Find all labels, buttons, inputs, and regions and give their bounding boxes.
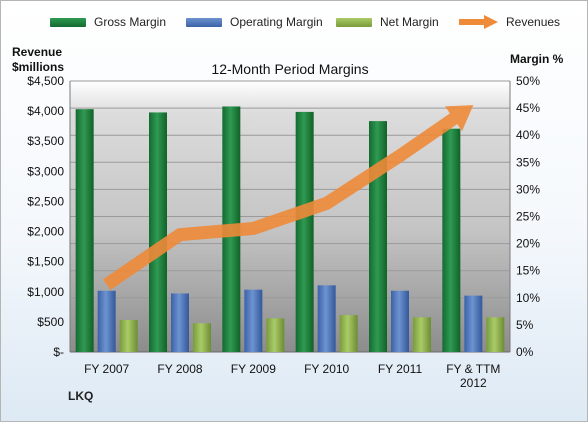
left-tick-label: $500	[37, 315, 64, 329]
net-margin-bar	[266, 318, 285, 352]
legend-item-revenues: Revenues	[458, 12, 560, 32]
left-tick-label: $3,500	[27, 134, 64, 148]
legend-label-net-margin: Net Margin	[380, 15, 439, 29]
legend-label-operating-margin: Operating Margin	[230, 15, 323, 29]
right-tick-label: 15%	[516, 264, 540, 278]
right-tick-label: 5%	[516, 318, 534, 332]
left-tick-label: $4,000	[27, 104, 64, 118]
left-axis-title: Revenue $millions	[12, 45, 65, 74]
legend-item-operating-margin: Operating Margin	[186, 12, 323, 32]
gross-margin-bar	[442, 128, 461, 352]
net-margin-bar	[193, 323, 211, 352]
category-label: FY 2010	[304, 362, 349, 376]
net-margin-bar	[339, 315, 358, 352]
operating-margin-bar	[391, 290, 409, 352]
category-label: FY 2009	[231, 362, 276, 376]
revenue-line	[103, 113, 458, 290]
right-tick-label: 45%	[516, 101, 540, 115]
legend-arrow-icon	[459, 15, 498, 29]
left-tick-label: $3,000	[27, 164, 64, 178]
right-tick-label: 40%	[516, 128, 540, 142]
right-tick-label: 50%	[516, 74, 540, 88]
right-tick-label: 10%	[516, 291, 540, 305]
net-margin-bar	[119, 320, 138, 352]
left-tick-label: $1,000	[27, 285, 64, 299]
category-label: FY 2007	[84, 362, 129, 376]
legend-item-net-margin: Net Margin	[336, 12, 439, 32]
gross-margin-bar	[369, 121, 387, 352]
left-tick-label: $-	[53, 345, 64, 359]
operating-margin-bar	[97, 290, 116, 352]
gross-margin-bar	[75, 109, 94, 353]
left-tick-label: $2,000	[27, 225, 64, 239]
left-tick-label: $1,500	[27, 255, 64, 269]
revenue-arrow-head	[445, 105, 474, 132]
legend-label-revenues: Revenues	[506, 15, 561, 29]
right-tick-label: 30%	[516, 182, 540, 196]
legend-swatch-operating-margin	[186, 17, 222, 27]
gross-margin-bar	[295, 111, 314, 352]
operating-margin-bar	[244, 289, 263, 352]
right-tick-label: 20%	[516, 237, 540, 251]
net-margin-bar	[413, 317, 431, 352]
legend: Gross Margin Operating Margin Net Margin…	[0, 12, 588, 32]
legend-label-gross-margin: Gross Margin	[94, 15, 167, 29]
gross-margin-bar	[149, 112, 167, 352]
operating-margin-bar	[171, 293, 189, 352]
right-axis-title: Margin %	[510, 52, 564, 66]
right-tick-label: 0%	[516, 345, 534, 359]
right-tick-label: 25%	[516, 210, 540, 224]
category-label: FY & TTM 2012	[446, 362, 500, 390]
category-label: FY 2011	[378, 362, 423, 376]
category-label: FY 2008	[157, 362, 202, 376]
left-tick-label: $2,500	[27, 194, 64, 208]
left-tick-label: $4,500	[27, 74, 64, 88]
legend-item-gross-margin: Gross Margin	[50, 12, 166, 32]
operating-margin-bar	[464, 295, 483, 352]
legend-swatch-net-margin	[336, 17, 372, 27]
brand-label: LKQ	[68, 389, 94, 403]
chart-title: 12-Month Period Margins	[211, 61, 368, 77]
legend-swatch-gross-margin	[50, 17, 86, 27]
operating-margin-bar	[317, 285, 336, 352]
right-tick-label: 35%	[516, 155, 540, 169]
net-margin-bar	[486, 317, 505, 352]
